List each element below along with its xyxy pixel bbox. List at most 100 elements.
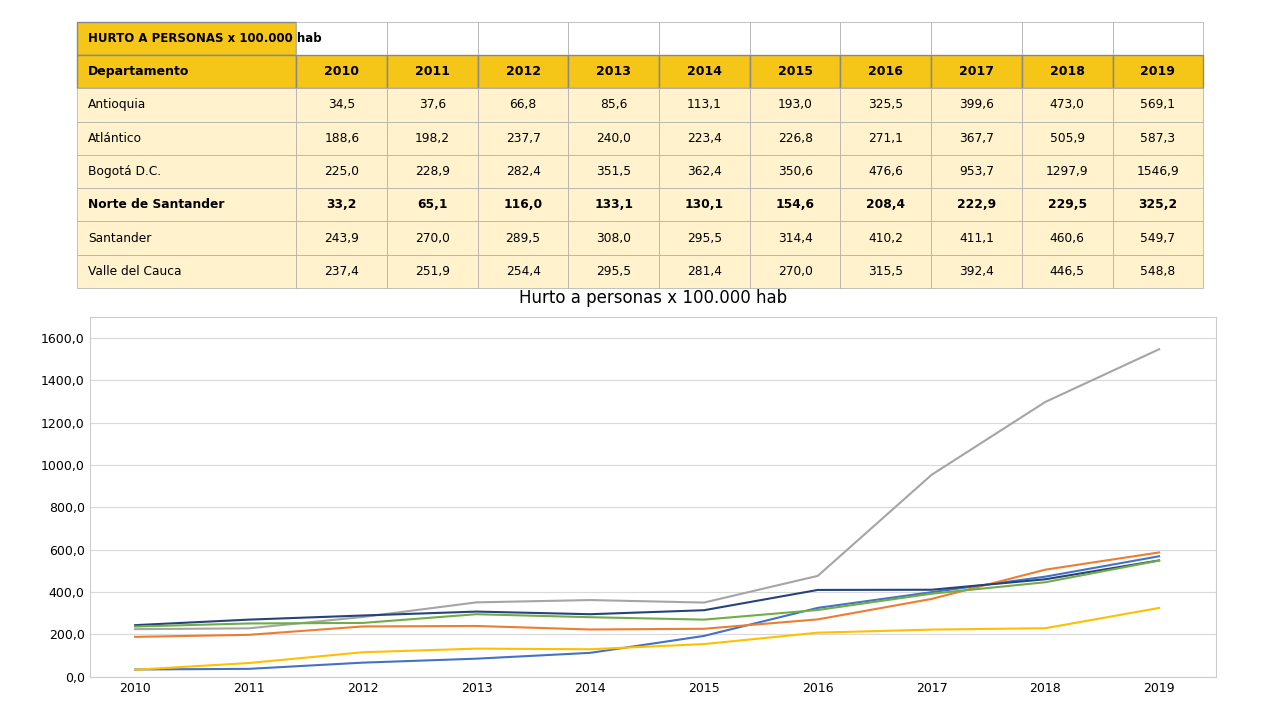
FancyBboxPatch shape xyxy=(841,22,931,55)
FancyBboxPatch shape xyxy=(750,22,841,55)
FancyBboxPatch shape xyxy=(477,122,568,155)
Text: 281,4: 281,4 xyxy=(687,265,722,278)
FancyBboxPatch shape xyxy=(477,55,568,89)
Text: 133,1: 133,1 xyxy=(594,198,634,211)
FancyBboxPatch shape xyxy=(387,89,477,122)
FancyBboxPatch shape xyxy=(1021,89,1112,122)
FancyBboxPatch shape xyxy=(841,122,931,155)
FancyBboxPatch shape xyxy=(841,89,931,122)
Text: Norte de Santander: Norte de Santander xyxy=(88,198,224,211)
FancyBboxPatch shape xyxy=(77,222,297,255)
FancyBboxPatch shape xyxy=(1112,89,1203,122)
Text: 505,9: 505,9 xyxy=(1050,132,1084,145)
Text: 37,6: 37,6 xyxy=(419,99,445,112)
Text: 350,6: 350,6 xyxy=(778,165,813,178)
FancyBboxPatch shape xyxy=(387,55,477,89)
FancyBboxPatch shape xyxy=(931,122,1021,155)
FancyBboxPatch shape xyxy=(931,222,1021,255)
FancyBboxPatch shape xyxy=(387,188,477,222)
FancyBboxPatch shape xyxy=(297,255,387,288)
Text: 116,0: 116,0 xyxy=(503,198,543,211)
Text: 198,2: 198,2 xyxy=(415,132,451,145)
FancyBboxPatch shape xyxy=(931,188,1021,222)
Text: 113,1: 113,1 xyxy=(687,99,722,112)
Text: 2018: 2018 xyxy=(1050,65,1084,78)
FancyBboxPatch shape xyxy=(1112,222,1203,255)
FancyBboxPatch shape xyxy=(77,255,297,288)
Text: 243,9: 243,9 xyxy=(324,232,360,245)
Text: 2014: 2014 xyxy=(687,65,722,78)
Text: 351,5: 351,5 xyxy=(596,165,631,178)
FancyBboxPatch shape xyxy=(750,222,841,255)
FancyBboxPatch shape xyxy=(77,55,297,89)
Text: 34,5: 34,5 xyxy=(328,99,356,112)
Text: Valle del Cauca: Valle del Cauca xyxy=(88,265,182,278)
Text: 569,1: 569,1 xyxy=(1140,99,1175,112)
Text: 2017: 2017 xyxy=(959,65,995,78)
FancyBboxPatch shape xyxy=(659,222,750,255)
Text: 315,5: 315,5 xyxy=(868,265,904,278)
FancyBboxPatch shape xyxy=(297,188,387,222)
FancyBboxPatch shape xyxy=(750,55,841,89)
Text: 270,0: 270,0 xyxy=(415,232,449,245)
FancyBboxPatch shape xyxy=(297,122,387,155)
FancyBboxPatch shape xyxy=(77,122,297,155)
FancyBboxPatch shape xyxy=(387,255,477,288)
Text: 229,5: 229,5 xyxy=(1047,198,1087,211)
FancyBboxPatch shape xyxy=(387,155,477,188)
FancyBboxPatch shape xyxy=(841,188,931,222)
FancyBboxPatch shape xyxy=(77,155,297,188)
FancyBboxPatch shape xyxy=(77,188,297,222)
Text: 367,7: 367,7 xyxy=(959,132,995,145)
FancyBboxPatch shape xyxy=(77,22,297,55)
FancyBboxPatch shape xyxy=(659,255,750,288)
Text: 282,4: 282,4 xyxy=(506,165,540,178)
Text: 240,0: 240,0 xyxy=(596,132,631,145)
Text: 254,4: 254,4 xyxy=(506,265,540,278)
FancyBboxPatch shape xyxy=(297,155,387,188)
FancyBboxPatch shape xyxy=(931,255,1021,288)
FancyBboxPatch shape xyxy=(1112,255,1203,288)
FancyBboxPatch shape xyxy=(1021,222,1112,255)
Text: 289,5: 289,5 xyxy=(506,232,540,245)
FancyBboxPatch shape xyxy=(477,222,568,255)
Text: 237,4: 237,4 xyxy=(324,265,360,278)
FancyBboxPatch shape xyxy=(659,22,750,55)
FancyBboxPatch shape xyxy=(568,255,659,288)
Text: 2019: 2019 xyxy=(1140,65,1175,78)
FancyBboxPatch shape xyxy=(841,155,931,188)
Text: 85,6: 85,6 xyxy=(600,99,627,112)
Text: 154,6: 154,6 xyxy=(776,198,814,211)
Text: 1297,9: 1297,9 xyxy=(1046,165,1088,178)
Text: 2016: 2016 xyxy=(868,65,904,78)
FancyBboxPatch shape xyxy=(841,222,931,255)
Text: Santander: Santander xyxy=(88,232,151,245)
Text: 587,3: 587,3 xyxy=(1140,132,1175,145)
FancyBboxPatch shape xyxy=(387,22,477,55)
Text: 66,8: 66,8 xyxy=(509,99,536,112)
FancyBboxPatch shape xyxy=(568,89,659,122)
Text: 362,4: 362,4 xyxy=(687,165,722,178)
FancyBboxPatch shape xyxy=(750,255,841,288)
FancyBboxPatch shape xyxy=(1112,55,1203,89)
FancyBboxPatch shape xyxy=(568,122,659,155)
FancyBboxPatch shape xyxy=(931,89,1021,122)
Text: Antioquia: Antioquia xyxy=(88,99,146,112)
Text: 399,6: 399,6 xyxy=(959,99,995,112)
Text: 548,8: 548,8 xyxy=(1140,265,1175,278)
Text: 314,4: 314,4 xyxy=(778,232,813,245)
Text: 476,6: 476,6 xyxy=(868,165,904,178)
Text: Atlántico: Atlántico xyxy=(88,132,142,145)
Text: 130,1: 130,1 xyxy=(685,198,724,211)
Text: 411,1: 411,1 xyxy=(959,232,995,245)
Text: HURTO A PERSONAS x 100.000 hab: HURTO A PERSONAS x 100.000 hab xyxy=(88,32,321,45)
Text: 2010: 2010 xyxy=(324,65,360,78)
FancyBboxPatch shape xyxy=(1112,155,1203,188)
FancyBboxPatch shape xyxy=(841,55,931,89)
FancyBboxPatch shape xyxy=(750,122,841,155)
Text: 2011: 2011 xyxy=(415,65,451,78)
Text: 33,2: 33,2 xyxy=(326,198,357,211)
Text: 308,0: 308,0 xyxy=(596,232,631,245)
Text: 193,0: 193,0 xyxy=(778,99,813,112)
FancyBboxPatch shape xyxy=(1112,188,1203,222)
